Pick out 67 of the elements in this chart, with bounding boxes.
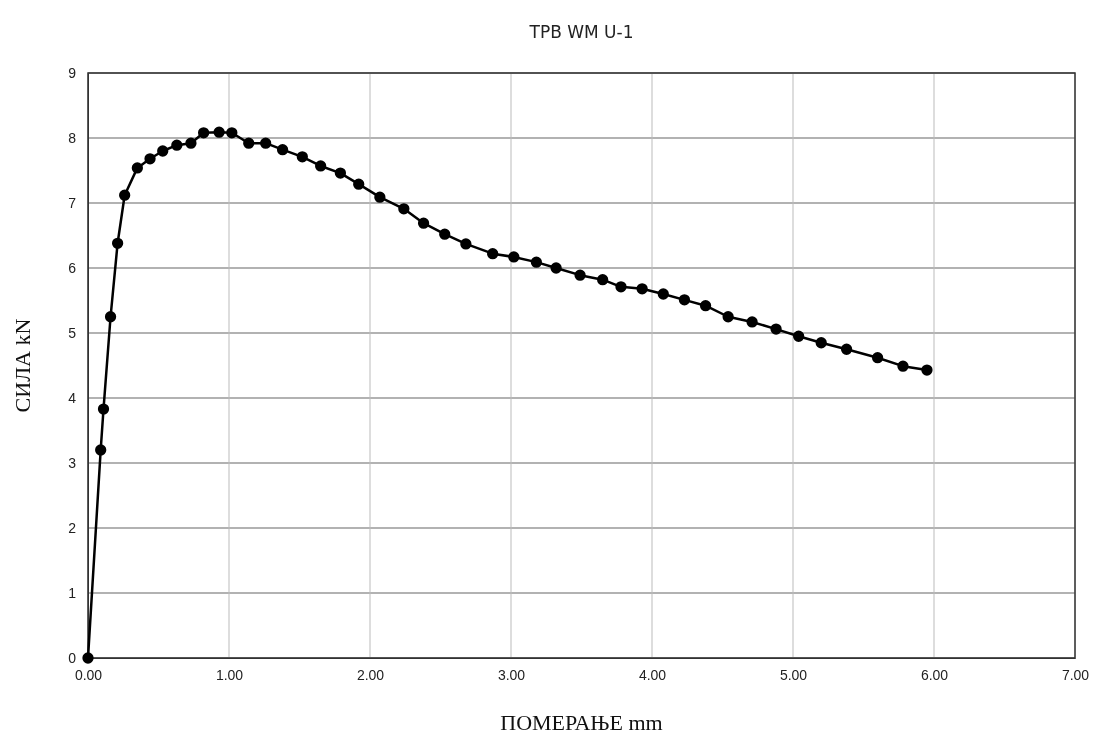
point (260, 137, 272, 149)
point (793, 330, 805, 342)
y-tick-label: 4 (68, 389, 77, 406)
point (460, 238, 472, 250)
point (722, 311, 734, 323)
y-tick-label: 6 (68, 259, 77, 276)
point (550, 262, 562, 274)
point (276, 144, 289, 156)
x-axis-title: ПОМЕРАЊЕ mm (500, 710, 663, 735)
x-tick-label: 5.00 (779, 666, 808, 683)
point (574, 269, 586, 281)
x-tick-label: 3.00 (497, 666, 526, 683)
point (770, 323, 782, 335)
point (119, 189, 131, 201)
x-tick-label: 4.00 (638, 666, 667, 683)
point (95, 444, 107, 456)
point (243, 137, 255, 149)
point (871, 352, 884, 364)
point (815, 337, 827, 349)
point (374, 191, 386, 203)
y-tick-label: 7 (68, 194, 77, 211)
point (636, 283, 648, 295)
y-tick-label: 2 (68, 519, 77, 536)
point (840, 343, 853, 355)
point (197, 127, 210, 139)
point (746, 316, 758, 328)
y-tick-label: 5 (68, 324, 77, 341)
x-tick-label: 6.00 (920, 666, 949, 683)
y-tick-label: 0 (68, 649, 77, 666)
point (171, 139, 183, 151)
y-tick-label: 3 (68, 454, 77, 471)
point (157, 145, 169, 157)
point (597, 274, 609, 286)
point (398, 203, 410, 215)
point (508, 251, 520, 263)
point (104, 311, 117, 323)
x-tick-label: 7.00 (1061, 666, 1090, 683)
point (334, 167, 347, 179)
y-tick-label: 8 (68, 129, 77, 146)
point (417, 217, 430, 229)
point (131, 162, 143, 174)
point (296, 151, 308, 163)
point (657, 288, 669, 300)
x-tick-label: 0.00 (74, 666, 103, 683)
x-tick-label: 1.00 (215, 666, 244, 683)
point (615, 281, 627, 293)
point (353, 178, 365, 190)
point (111, 237, 124, 249)
chart-title: TPB WM U-1 (528, 22, 634, 42)
point (82, 652, 94, 664)
point (897, 360, 909, 372)
point (144, 153, 156, 165)
point (530, 256, 543, 268)
point (97, 403, 110, 415)
point (487, 248, 499, 260)
point (678, 294, 691, 306)
y-tick-label: 1 (68, 584, 77, 601)
x-tick-label: 2.00 (356, 666, 385, 683)
point (185, 137, 197, 149)
point (699, 300, 712, 312)
point (226, 127, 238, 139)
point (213, 126, 225, 138)
y-tick-label: 9 (68, 64, 77, 81)
point (921, 364, 933, 376)
point (315, 160, 327, 172)
y-axis-title: СИЛА kN (10, 318, 35, 413)
point (439, 228, 451, 240)
